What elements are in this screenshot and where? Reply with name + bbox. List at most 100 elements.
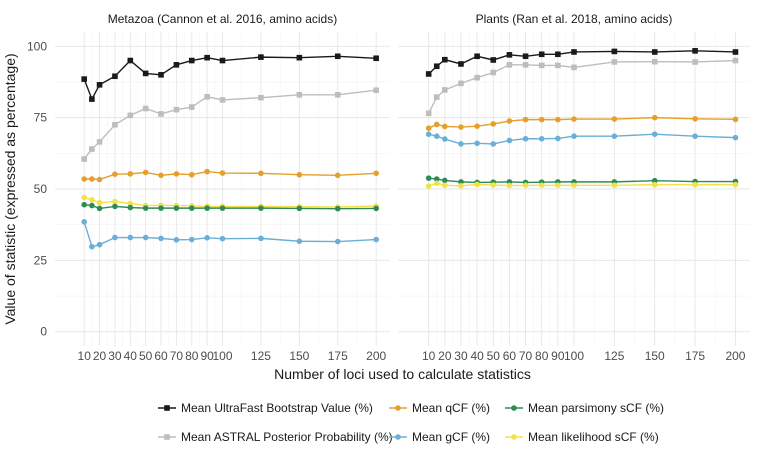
series-mean-parsimony-scf [425, 175, 739, 186]
data-point [188, 57, 195, 64]
legend-label: Mean qCF (%) [412, 401, 490, 415]
data-point [112, 171, 118, 177]
data-point [732, 57, 739, 64]
data-point [425, 175, 432, 181]
data-point [173, 171, 180, 177]
data-point [611, 133, 618, 139]
data-point [433, 63, 440, 70]
data-point [142, 234, 149, 241]
data-point [127, 200, 134, 207]
x-tick-label: 50 [139, 349, 153, 363]
data-point [474, 123, 480, 129]
series-line [83, 221, 377, 248]
data-point [651, 131, 658, 137]
data-point [204, 235, 210, 241]
data-point [142, 169, 149, 176]
data-point [296, 205, 303, 212]
legend-label: Mean gCF (%) [412, 430, 490, 444]
data-point [433, 180, 440, 187]
data-point [296, 92, 303, 98]
data-point [458, 124, 464, 130]
data-point [506, 137, 513, 144]
data-point [442, 136, 448, 142]
y-tick-label: 100 [27, 39, 47, 53]
data-point [158, 205, 164, 211]
x-tick-label: 125 [604, 349, 624, 363]
data-point [611, 116, 618, 122]
legend-label: Mean UltraFast Bootstrap Value (%) [181, 401, 373, 415]
data-point [96, 205, 103, 212]
data-point [522, 62, 529, 68]
data-point [334, 238, 341, 245]
x-tick-label: 40 [124, 349, 138, 363]
data-point [81, 194, 87, 201]
data-point [188, 236, 195, 243]
data-point [89, 197, 95, 203]
data-point [89, 96, 95, 102]
series-line [83, 89, 377, 160]
data-point [522, 182, 529, 189]
data-point [96, 139, 103, 145]
data-point [538, 62, 545, 69]
data-point [651, 177, 658, 184]
data-point [173, 62, 180, 68]
legend-item-mean-likelihood-scf: Mean likelihood sCF (%) [505, 430, 659, 444]
data-point [555, 116, 561, 123]
data-point [81, 76, 87, 82]
data-point [571, 64, 577, 71]
data-point [442, 182, 448, 189]
series-mean-gcf [81, 219, 379, 250]
data-point [112, 121, 118, 128]
x-tick-label: 60 [503, 349, 517, 363]
data-point [142, 205, 149, 211]
data-point [433, 121, 440, 128]
data-point [538, 182, 545, 189]
data-point [651, 58, 658, 65]
data-point [334, 172, 341, 179]
x-tick-label: 175 [685, 349, 705, 363]
series-mean-qcf [425, 114, 739, 131]
data-point [732, 49, 739, 55]
series-mean-astral-posterior-probability [81, 87, 379, 162]
data-point [442, 87, 448, 93]
series-mean-astral-posterior-probability [425, 57, 739, 117]
data-point [81, 219, 87, 225]
data-point [571, 182, 577, 189]
data-point [173, 205, 180, 211]
data-point [555, 135, 561, 142]
x-tick-label: 10 [78, 349, 92, 363]
data-point [425, 71, 432, 77]
data-point [188, 104, 195, 110]
data-point [127, 171, 134, 177]
legend-item-mean-astral-posterior-probability: Mean ASTRAL Posterior Probability (%) [158, 430, 393, 444]
x-tick-label: 50 [487, 349, 501, 363]
data-point [506, 62, 513, 68]
data-point [204, 93, 210, 100]
series-mean-ultrafast-bootstrap-value [81, 53, 379, 102]
data-point [127, 112, 134, 119]
data-point [112, 73, 118, 80]
y-tick-label: 0 [40, 325, 47, 339]
data-point [692, 181, 698, 188]
data-point [522, 135, 529, 142]
data-point [158, 111, 164, 117]
x-tick-label: 125 [251, 349, 271, 363]
legend-label: Mean likelihood sCF (%) [528, 430, 659, 444]
data-point [334, 92, 341, 98]
data-point [258, 170, 264, 177]
x-tick-label: 10 [422, 349, 436, 363]
data-point [81, 176, 87, 182]
data-point [89, 146, 95, 152]
series-mean-qcf [81, 168, 379, 183]
data-point [96, 241, 103, 248]
data-point [373, 87, 379, 94]
data-point [258, 94, 264, 101]
legend-key-marker [511, 405, 517, 411]
data-point [442, 123, 448, 130]
data-point [692, 133, 698, 139]
x-tick-label: 200 [725, 349, 745, 363]
data-point [732, 116, 739, 123]
series-mean-gcf [425, 131, 739, 147]
